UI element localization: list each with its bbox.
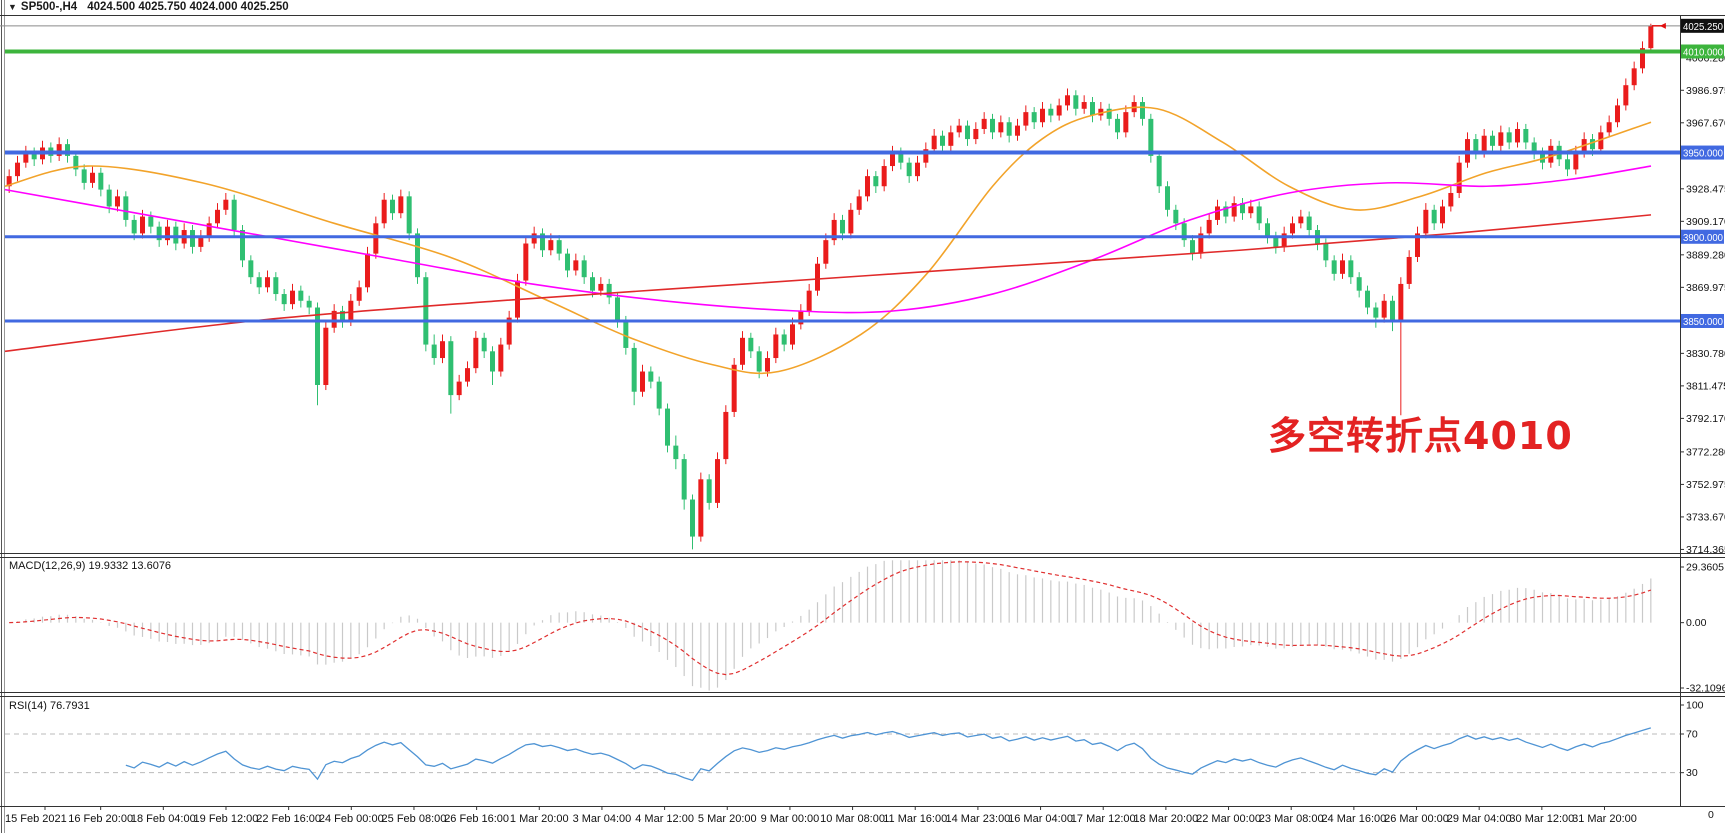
- level-lines[interactable]: [5, 49, 1680, 323]
- time-tick: 14 Mar 23:00: [945, 813, 1010, 825]
- price-tick: 3733.670: [1686, 511, 1725, 523]
- rsi-tick: 30: [1686, 767, 1698, 779]
- symbol-timeframe-label: SP500-,H4: [20, 1, 78, 13]
- price-tick: 3811.475: [1686, 380, 1725, 392]
- time-tick: 24 Mar 16:00: [1321, 813, 1386, 825]
- ohlc-readout: 4024.500 4025.750 4024.000 4025.250: [87, 1, 289, 13]
- price-badge-3950.000: 3950.000: [1681, 145, 1724, 160]
- svg-text:3850.000: 3850.000: [1683, 317, 1723, 328]
- time-tick: 18 Mar 20:00: [1133, 813, 1198, 825]
- svg-text:3950.000: 3950.000: [1683, 149, 1723, 160]
- macd-histogram: [16, 560, 1652, 691]
- time-tick: 17 Mar 12:00: [1071, 813, 1136, 825]
- price-tick: 3869.975: [1686, 282, 1725, 294]
- time-tick: 11 Mar 16:00: [883, 813, 947, 825]
- svg-text:4010.000: 4010.000: [1683, 48, 1723, 59]
- time-tick: 1 Mar 20:00: [510, 813, 569, 825]
- time-tick: 10 Mar 08:00: [820, 813, 885, 825]
- svg-text:4025.250: 4025.250: [1683, 22, 1723, 33]
- macd-axis[interactable]: 29.3605 0.00 -32.1096: [1680, 562, 1725, 695]
- time-tick: 18 Feb 04:00: [131, 813, 196, 825]
- time-tick: 24 Feb 00:00: [319, 813, 384, 825]
- last-price-arrow-icon: [1651, 22, 1666, 29]
- time-tick: 4 Mar 12:00: [635, 813, 694, 825]
- price-tick: 3714.365: [1686, 544, 1725, 556]
- price-axis[interactable]: 4006.2803986.9753967.6703928.4753909.170…: [1680, 52, 1725, 556]
- price-badge-3850.000: 3850.000: [1681, 313, 1724, 328]
- time-tick: 31 Mar 20:00: [1572, 813, 1637, 825]
- macd-tick: 0.00: [1686, 617, 1707, 629]
- price-tick: 3928.475: [1686, 183, 1725, 195]
- time-tick: 29 Mar 04:00: [1447, 813, 1512, 825]
- ma-fast-orange-line: [4, 106, 1652, 375]
- price-badge-3900.000: 3900.000: [1681, 229, 1724, 244]
- time-tick: 22 Feb 16:00: [256, 813, 321, 825]
- rsi-axis[interactable]: 100 70 30 0: [1680, 700, 1714, 822]
- price-tick: 3830.780: [1686, 348, 1725, 360]
- time-tick: 3 Mar 04:00: [573, 813, 632, 825]
- price-badge-4025.250: 4025.250: [1681, 18, 1724, 33]
- time-tick: 26 Feb 16:00: [444, 813, 509, 825]
- time-tick: 22 Mar 00:00: [1196, 813, 1261, 825]
- price-tick: 3986.975: [1686, 85, 1725, 97]
- time-tick: 16 Feb 20:00: [68, 813, 133, 825]
- time-tick: 26 Mar 00:00: [1384, 813, 1449, 825]
- time-tick: 25 Feb 08:00: [382, 813, 447, 825]
- time-tick: 30 Mar 12:00: [1509, 813, 1574, 825]
- price-tick: 3909.170: [1686, 216, 1725, 228]
- chart-header: ▼ SP500-,H4 4024.500 4025.750 4024.000 402…: [0, 0, 1725, 15]
- rsi-zero-tick: 0: [1708, 809, 1714, 821]
- time-tick: 23 Mar 08:00: [1259, 813, 1324, 825]
- price-tick: 3967.670: [1686, 117, 1725, 129]
- macd-tick: 29.3605: [1686, 562, 1724, 574]
- rsi-levels: [5, 733, 1680, 774]
- symbol-dropdown-icon[interactable]: ▼: [8, 2, 17, 12]
- time-tick: 15 Feb 2021: [5, 813, 67, 825]
- time-tick: 9 Mar 00:00: [761, 813, 820, 825]
- price-badge-4010.000: 4010.000: [1681, 44, 1724, 59]
- price-tick: 3792.170: [1686, 413, 1725, 425]
- price-tick: 3889.280: [1686, 249, 1725, 261]
- price-tick: 3772.280: [1686, 446, 1725, 458]
- rsi-line: [125, 727, 1652, 782]
- macd-tick: -32.1096: [1686, 683, 1725, 695]
- ma-mid-magenta-line: [4, 165, 1652, 314]
- time-tick: 16 Mar 04:00: [1008, 813, 1073, 825]
- candles-layer: [6, 23, 1654, 550]
- svg-text:3900.000: 3900.000: [1683, 233, 1723, 244]
- macd-signal-line: [9, 561, 1652, 676]
- price-tick: 3752.975: [1686, 479, 1725, 491]
- rsi-tick: 100: [1686, 700, 1704, 712]
- rsi-tick: 70: [1686, 729, 1698, 741]
- time-tick: 19 Feb 12:00: [194, 813, 259, 825]
- time-tick: 5 Mar 20:00: [698, 813, 757, 825]
